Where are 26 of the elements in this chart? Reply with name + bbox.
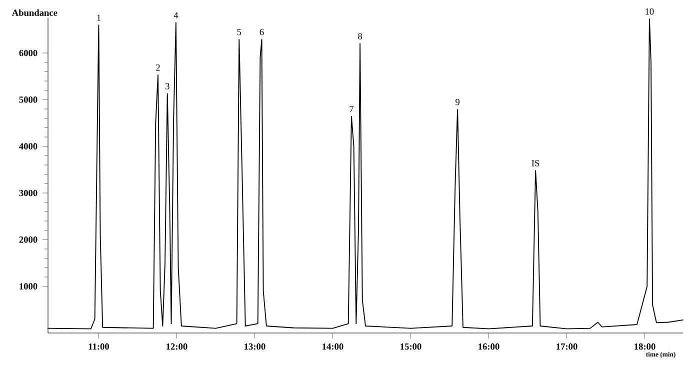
x-tick-label: 15:00 — [400, 343, 422, 350]
y-tick-label: 6000 — [19, 50, 38, 56]
annotation: 7 — [350, 106, 354, 112]
y-tick-label: 5000 — [19, 96, 38, 103]
y-tick-label: 1000 — [20, 283, 38, 290]
annotation: 2 — [156, 64, 160, 71]
x-tick-label: 17:00 — [556, 343, 578, 350]
x-tick-label: 12:00 — [166, 343, 188, 350]
y-tick-label: 2000 — [19, 236, 38, 243]
annotation: 6 — [260, 28, 264, 36]
annotation: 10 — [646, 8, 654, 15]
annotation: 9 — [456, 98, 460, 106]
y-tick-label: 4000 — [19, 143, 38, 150]
annotation: 1 — [97, 14, 100, 21]
x-tick-label: 11:00 — [88, 343, 109, 350]
y-axis-title: Abundance — [12, 9, 58, 16]
annotation: 5 — [237, 28, 242, 36]
x-tick-label: 18:00 — [634, 343, 656, 350]
annotation: 3 — [165, 83, 170, 90]
x-tick-label: 16:00 — [478, 343, 500, 350]
x-tick-label: 14:00 — [322, 343, 344, 350]
x-tick-label: 13:00 — [244, 343, 266, 350]
annotation: 8 — [358, 33, 362, 40]
y-tick-label: 3000 — [19, 190, 38, 196]
annotation: IS — [532, 160, 540, 166]
annotation: 4 — [174, 12, 178, 18]
